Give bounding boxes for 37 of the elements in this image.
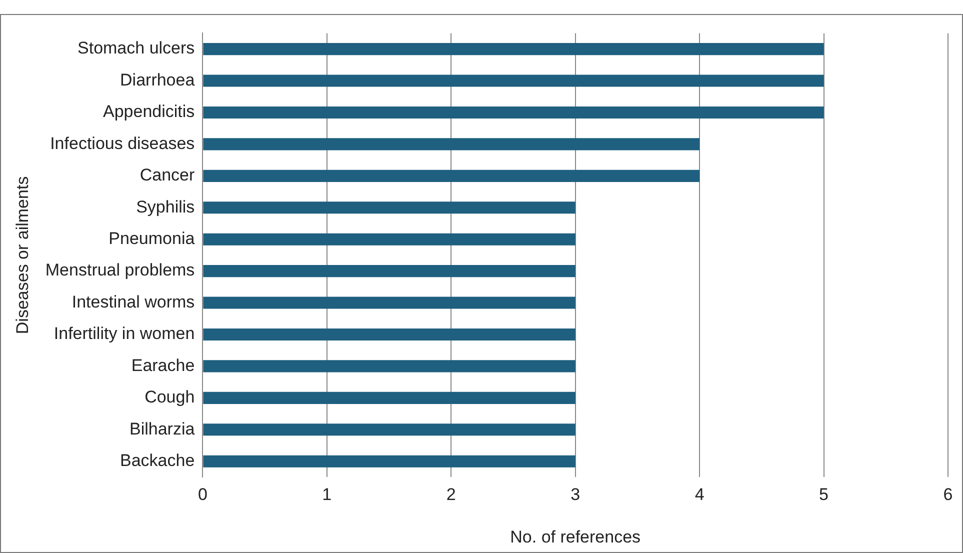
x-tick-label: 1 [322,485,332,504]
y-tick-label: Bilharzia [129,419,196,438]
x-tick-label: 3 [570,485,580,504]
y-tick-label: Stomach ulcers [78,38,195,58]
bar [203,202,576,214]
bar [203,328,576,341]
y-tick-label: Backache [120,451,195,470]
bar [203,138,700,150]
y-tick-label: Diarrhoea [120,70,196,90]
bar [203,74,824,87]
y-tick-label: Earache [131,356,195,375]
bar [203,265,576,278]
y-tick-label: Infertility in women [54,324,195,344]
y-tick-label: Infectious diseases [50,134,195,153]
x-tick-label: 5 [819,485,829,504]
bar [203,296,576,309]
x-tick-label: 6 [943,485,953,504]
x-tick-label: 2 [446,485,456,504]
y-tick-label: Appendicitis [103,102,195,122]
bar [203,106,824,119]
bar [203,43,824,56]
x-tick-label: 0 [198,485,208,504]
y-tick-label: Cancer [140,166,196,185]
y-axis-title: Diseases or ailments [12,176,32,334]
y-tick-label: Intestinal worms [72,292,195,312]
bar [203,233,576,246]
y-tick-label: Menstrual problems [45,260,195,280]
x-tick-label: 4 [694,485,704,504]
bar [203,170,700,182]
bar [203,360,576,372]
y-tick-label: Cough [144,388,195,407]
bar [203,455,576,468]
bar [203,392,576,404]
x-axis-title: No. of references [510,527,641,546]
bar [203,424,576,436]
y-tick-label: Pneumonia [108,229,196,248]
y-tick-label: Syphilis [136,197,195,216]
